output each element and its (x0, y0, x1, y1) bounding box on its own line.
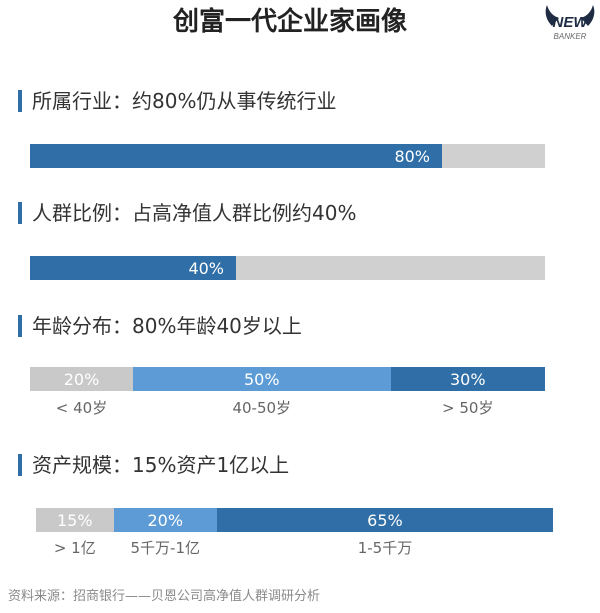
heading-text: 年龄分布：80%年龄40岁以上 (32, 314, 302, 338)
heading-marker (18, 90, 22, 112)
bar-segment-share: 40% (30, 256, 236, 280)
heading-marker (18, 202, 22, 224)
bar-value-label: 50% (243, 369, 280, 389)
new-banker-logo: NEW BANKER (545, 5, 595, 41)
source-note: 资料来源：招商银行——贝恩公司高净值人群调研分析 (8, 589, 321, 604)
section-heading-age: 年龄分布：80%年龄40岁以上 (18, 314, 302, 338)
right-horn-icon (581, 5, 595, 26)
logo-line2: BANKER (554, 32, 587, 41)
progress-bar-population: 40% (30, 256, 545, 280)
category-label: 5千万-1亿 (130, 539, 200, 557)
category-label: > 50岁 (442, 399, 494, 417)
bar-segment-50m-100m: 20% (113, 508, 217, 532)
heading-text: 人群比例：占高净值人群比例约40% (32, 201, 357, 225)
section-heading-assets: 资产规模：15%资产1亿以上 (18, 453, 289, 477)
bar-segment-traditional: 80% (30, 144, 442, 168)
heading-marker (18, 454, 22, 476)
page-title: 创富一代企业家画像 (172, 7, 407, 37)
heading-text: 所属行业：约80%仍从事传统行业 (32, 89, 337, 113)
left-horn-icon (545, 5, 559, 26)
bar-segment-over-50: 30% (390, 367, 545, 391)
bar-segment-10m-50m: 65% (216, 508, 553, 532)
category-labels-age: < 40岁 40-50岁 > 50岁 (30, 398, 545, 418)
bar-value-label: 20% (63, 369, 100, 389)
section-heading-population: 人群比例：占高净值人群比例约40% (18, 201, 356, 225)
category-label: 40-50岁 (232, 399, 292, 417)
category-labels-assets: > 1亿 5千万-1亿 1-5千万 (36, 538, 553, 558)
category-label: 1-5千万 (357, 539, 413, 557)
bar-segment-under-40: 20% (30, 367, 133, 391)
bar-value-label: 65% (367, 510, 403, 530)
bar-value-label: 80% (394, 146, 430, 166)
bar-segment-40-50: 50% (133, 367, 391, 391)
category-label: > 1亿 (53, 539, 96, 557)
heading-text: 资产规模：15%资产1亿以上 (32, 453, 290, 477)
bar-value-label: 30% (449, 369, 486, 389)
bar-value-label: 20% (147, 510, 184, 530)
bar-value-label: 15% (56, 510, 93, 530)
progress-bar-industry: 80% (30, 144, 545, 168)
bar-segment-over-100m: 15% (36, 508, 114, 532)
section-heading-industry: 所属行业：约80%仍从事传统行业 (18, 89, 336, 113)
bar-value-label: 40% (188, 258, 224, 278)
stacked-bar-age: 20% 50% 30% (30, 367, 545, 391)
logo-line1: NEW (553, 14, 590, 31)
stacked-bar-assets: 15% 20% 65% (36, 508, 553, 532)
category-label: < 40岁 (55, 399, 108, 417)
heading-marker (18, 315, 22, 337)
